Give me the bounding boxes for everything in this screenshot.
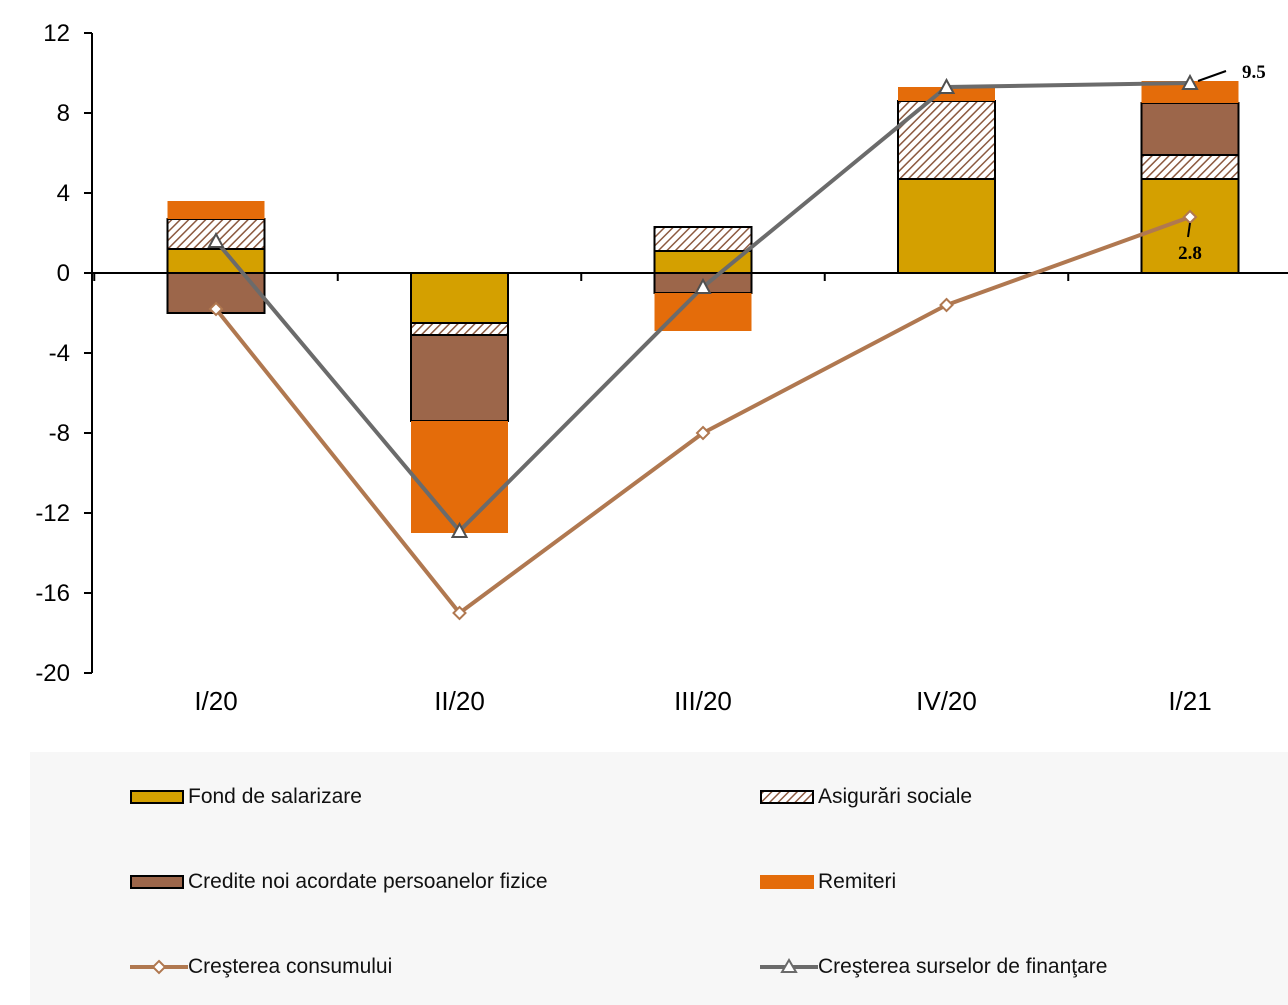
lines-layer [207, 73, 1199, 621]
legend-item-fond: Fond de salarizare [130, 782, 362, 812]
point-surse-I/20 [207, 231, 225, 248]
point-consum-IV/20 [939, 297, 954, 313]
point-surse-IV/20 [937, 77, 956, 94]
x-tick-label-III/20: III/20 [674, 686, 732, 716]
bar-3-III/20 [654, 293, 752, 331]
legend-label-remiteri: Remiteri [818, 870, 897, 893]
labels-layer: 9.5 2.8 [1178, 62, 1266, 264]
legend: Fond de salarizare Asigurări sociale Cre… [30, 752, 1288, 1005]
legend-line-consum [130, 959, 188, 975]
bar-0-I/20 [166, 248, 266, 274]
legend-item-consum: Creşterea consumului [130, 952, 392, 982]
point-consum-III/20 [695, 425, 711, 441]
legend-item-credite: Credite noi acordate persoanelor fizice [130, 867, 548, 897]
point-consum-II/20 [452, 605, 467, 621]
y-tick-label: -16 [35, 580, 70, 607]
legend-swatch-credite [130, 875, 184, 889]
bar-1-I/21 [1140, 154, 1240, 180]
y-tick-label: -12 [35, 500, 70, 527]
legend-item-asigurari: Asigurări sociale [760, 782, 972, 812]
bar-0-IV/20 [897, 178, 996, 274]
x-tick-label-II/20: II/20 [434, 686, 485, 716]
annotation-leader-surse [1197, 70, 1227, 82]
y-tick-label: 12 [43, 20, 70, 47]
bar-1-III/20 [653, 226, 753, 252]
annotation-label-consum: 2.8 [1178, 243, 1202, 264]
x-tick-label-IV/20: IV/20 [916, 686, 977, 716]
annotation-label-surse: 9.5 [1242, 62, 1266, 83]
legend-label-asigurari: Asigurări sociale [818, 785, 973, 808]
y-tick-label: 0 [57, 260, 70, 287]
bar-0-III/20 [653, 250, 753, 274]
legend-line-surse [760, 958, 818, 973]
legend-item-surse: Creşterea surselor de finanţare [760, 952, 1107, 982]
legend-label-surse: Creşterea surselor de finanţare [818, 955, 1108, 978]
y-tick-label: 4 [57, 180, 70, 207]
y-tick-label: -4 [49, 340, 70, 367]
y-tick-label: -20 [35, 660, 70, 687]
legend-swatch-asigurari [760, 790, 814, 804]
x-tick-label-I/21: I/21 [1168, 686, 1211, 716]
point-surse-I/21 [1181, 73, 1199, 90]
y-tick-label: 8 [57, 100, 70, 127]
point-consum-I/20 [208, 301, 224, 317]
bar-2-II/20 [410, 334, 509, 422]
bar-2-I/21 [1140, 102, 1240, 156]
bar-3-I/21 [1141, 81, 1239, 103]
legend-label-consum: Creşterea consumului [188, 955, 393, 978]
legend-label-credite: Credite noi acordate persoanelor fizice [188, 870, 548, 893]
y-tick-label: -8 [49, 420, 70, 447]
bars-layer [166, 81, 1240, 533]
axes-layer: 12 8 4 0 -4 -8 -12 -16 -20 I/20 II/20 III/20 IV/20 I/… [35, 20, 1288, 716]
legend-item-remiteri: Remiteri [760, 867, 896, 897]
bar-1-II/20 [410, 322, 509, 336]
legend-swatch-remiteri [760, 875, 814, 889]
bar-3-II/20 [411, 421, 508, 533]
legend-swatch-fond [130, 790, 184, 804]
x-tick-label-I/20: I/20 [194, 686, 237, 716]
legend-label-fond: Fond de salarizare [188, 785, 362, 808]
point-surse-III/20 [694, 277, 712, 294]
bar-3-I/20 [167, 201, 265, 219]
chart: 12 8 4 0 -4 -8 -12 -16 -20 I/20 II/20 III/20 IV/20 I/… [35, 20, 1288, 716]
bar-0-II/20 [410, 272, 509, 324]
annotation-leader-consum [1187, 222, 1191, 238]
point-surse-II/20 [450, 521, 469, 538]
